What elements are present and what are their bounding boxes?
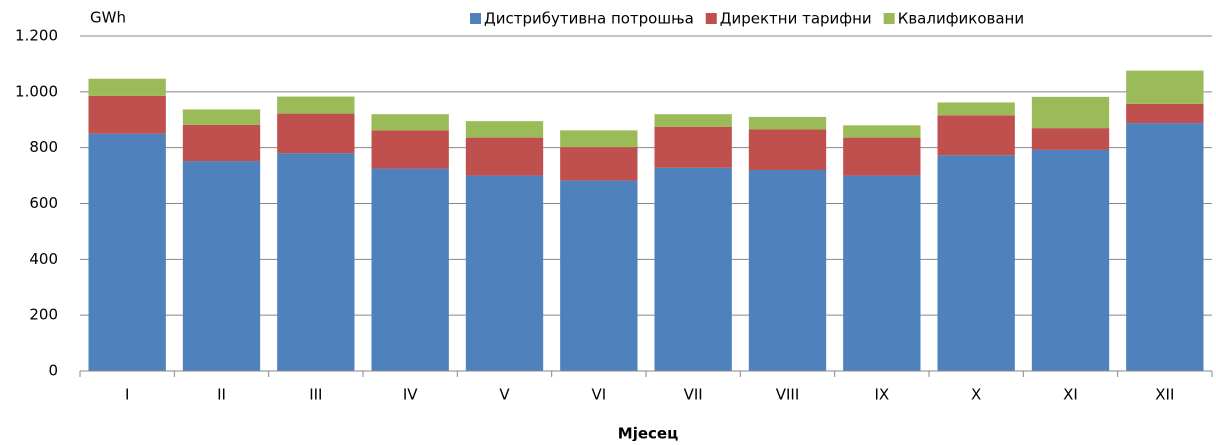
bar-segment [937,155,1015,371]
bar-segment [371,114,449,131]
y-tick-label: 800 [29,138,58,156]
bar-segment [560,130,638,148]
bar-segment [371,130,449,169]
legend-swatch [470,13,481,24]
x-tick-label: XII [1155,386,1174,404]
bar-segment [654,167,732,371]
x-tick-label: IV [403,386,418,404]
x-tick-label: X [971,386,981,404]
bar-segment [843,175,921,371]
x-tick-label: IX [874,386,889,404]
bar-segment [1031,96,1110,129]
bar-segment [654,114,732,127]
x-axis-label: Мјесец [618,425,678,442]
legend-label: Квалификовани [898,10,1024,28]
bar-segment [937,102,1015,116]
bar-segment [1031,149,1110,371]
y-tick-label: 0 [48,362,58,380]
y-tick-label: 200 [29,306,58,324]
bar-segment [560,147,638,181]
bar-segment [1126,123,1204,371]
bar-segment [1126,103,1204,124]
x-tick-label: VII [684,386,703,404]
bar-segment [748,170,827,371]
bar-segment [937,115,1015,156]
bar-segment [182,161,261,371]
unit-label: GWh [90,9,126,27]
legend-swatch [705,13,717,24]
legend-swatch [883,13,895,24]
bar-segment [843,125,921,138]
bar-segment [843,137,921,176]
bar-segment [560,180,638,371]
bar-segment [182,109,261,125]
bar-segment [654,126,732,168]
bar-segment [182,124,261,162]
y-tick-label: 600 [29,194,58,212]
bar-segment [1126,70,1204,104]
x-tick-label: V [499,386,510,404]
bar-segment [465,137,544,176]
y-tick-label: 1.000 [15,82,58,100]
bar-segment [277,96,355,114]
bar-segment [748,129,827,170]
x-tick-label: II [217,386,226,404]
bar-segment [88,133,166,371]
bar-segment [88,95,166,134]
bar-segment [88,78,166,96]
x-tick-label: XI [1063,386,1078,404]
bar-segment [1031,128,1110,150]
bar-segment [277,153,355,371]
bar-segment [371,168,449,371]
x-tick-label: I [125,386,129,404]
bar-segment [465,121,544,138]
bar-segment [465,175,544,371]
x-tick-label: VI [591,386,606,404]
legend-label: Директни тарифни [720,10,872,28]
bar-segment [748,116,827,130]
y-tick-label: 1.200 [15,27,58,45]
x-tick-label: VIII [776,386,800,404]
legend-label: Дистрибутивна потрошња [484,10,694,28]
bar-segment [277,113,355,154]
x-tick-label: III [309,386,322,404]
y-tick-label: 400 [29,250,58,268]
